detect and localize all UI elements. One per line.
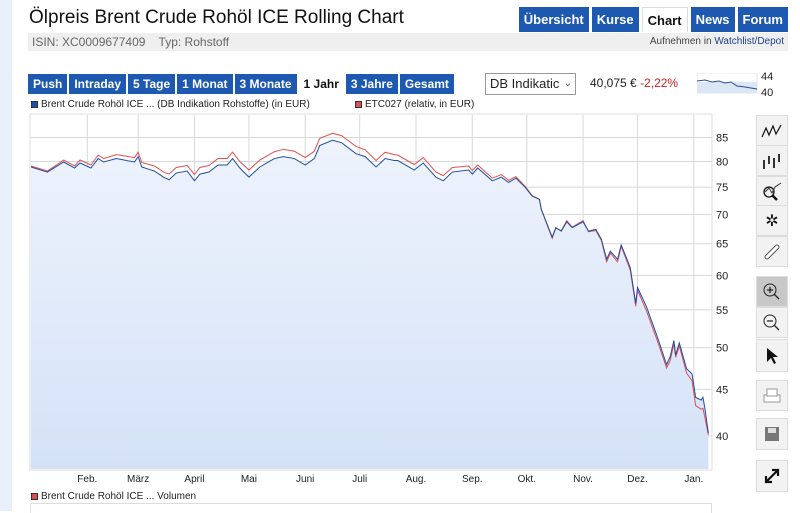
x-tick-label: Aug. [406,474,427,485]
y-tick-label: 40 [716,431,728,443]
y-tick-label: 75 [716,182,728,194]
volume-chart [30,503,712,513]
link-icon[interactable] [756,236,788,267]
x-tick-label: Dez. [627,474,648,485]
x-tick-label: April [184,474,204,485]
x-tick-label: Feb. [77,474,97,485]
fullscreen-icon[interactable] [756,460,788,492]
line-chart-icon[interactable] [756,115,788,146]
x-tick-label: Juli [352,474,367,485]
y-tick-label: 50 [716,343,728,355]
x-tick-label: Juni [296,474,314,485]
print-icon[interactable] [756,380,788,411]
x-tick-label: Nov. [573,474,593,485]
ohlc-chart-icon[interactable] [756,145,788,176]
y-tick-label: 85 [716,133,728,145]
zoom-in-icon[interactable] [756,276,788,307]
volume-legend-label: Brent Crude Rohöl ICE ... Volumen [41,491,196,502]
x-tick-label: Sep. [462,474,483,485]
volume-legend: Brent Crude Rohöl ICE ... Volumen [31,491,196,502]
x-tick-label: Jan. [684,474,703,485]
x-tick-label: März [127,474,149,485]
y-tick-label: 80 [716,157,728,169]
y-tick-label: 60 [716,270,728,282]
settings-gears-icon[interactable]: ✲ [756,205,788,236]
x-tick-label: Mai [241,474,257,485]
x-tick-label: Okt. [518,474,536,485]
y-tick-label: 55 [716,305,728,317]
y-tick-label: 70 [716,209,728,221]
indicator-search-icon[interactable] [756,176,788,207]
y-tick-label: 65 [716,239,728,251]
y-tick-label: 45 [716,384,728,396]
zoom-out-icon[interactable] [756,307,788,338]
save-icon[interactable] [756,418,788,450]
legend-swatch [31,493,38,500]
pointer-icon[interactable] [756,339,788,372]
